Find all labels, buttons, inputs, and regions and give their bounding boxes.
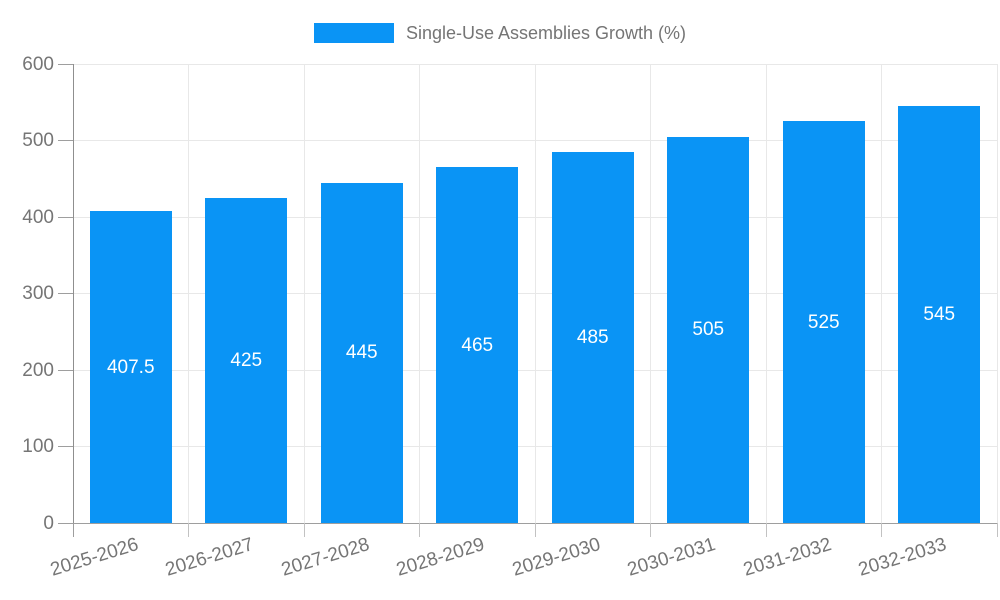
y-tick-label: 500 [22,130,54,151]
bar: 545 [898,106,981,523]
x-tick-label: 2031-2032 [740,534,834,581]
x-tick-label: 2026-2027 [163,534,257,581]
bar-value-label: 525 [807,311,840,333]
x-tick-mark [765,523,767,537]
y-tick-label: 600 [22,53,54,75]
gridline-vertical [996,64,998,523]
y-tick-mark [58,446,73,447]
x-tick-mark [650,523,651,537]
x-tick-mark [881,523,882,537]
bar-value-label: 505 [692,319,725,341]
plot-area: 407.5 425 445 465 485 505 525 545 [73,63,998,523]
bar: 505 [667,136,750,523]
bar: 465 [436,167,519,523]
y-tick-mark [58,140,73,141]
x-tick-label: 2027-2028 [278,534,372,581]
gridline-vertical [534,64,536,523]
x-tick-label: 2028-2029 [394,534,488,581]
legend-label: Single-Use Assemblies Growth (%) [405,22,687,43]
bar: 407.5 [89,211,172,523]
y-tick-label: 0 [43,512,54,534]
x-tick-label: 2030-2031 [625,534,719,581]
legend-swatch [313,23,394,43]
gridline-vertical [188,64,189,523]
bar-value-label: 545 [923,304,956,326]
bar: 445 [320,182,403,523]
y-tick-label: 300 [22,283,54,304]
x-tick-label: 2029-2030 [509,534,603,581]
bar: 425 [205,197,288,523]
bar-value-label: 465 [461,334,494,356]
y-tick-mark [58,216,73,218]
x-tick-mark [534,523,536,537]
x-tick-mark [188,523,189,537]
bar-value-label: 445 [345,342,378,364]
bar-value-label: 485 [576,326,609,348]
x-tick-mark [419,523,420,537]
x-tick-label: 2025-2026 [47,534,141,581]
bar-value-label: 407.5 [106,356,155,378]
y-tick-label: 400 [22,206,54,228]
gridline-vertical [303,64,305,523]
x-tick-mark [996,523,998,537]
legend: Single-Use Assemblies Growth (%) [0,18,1000,48]
gridline-vertical [881,64,882,523]
y-tick-label: 200 [22,359,54,381]
y-tick-mark [58,293,73,294]
bar-value-label: 425 [230,349,263,371]
x-tick-mark [303,523,305,537]
gridline-vertical [419,64,420,523]
bar: 525 [782,121,865,523]
bar: 485 [551,151,634,523]
y-tick-mark [58,63,73,65]
gridline-vertical [650,64,651,523]
x-tick-label: 2032-2033 [856,534,950,581]
x-tick-mark [72,523,74,537]
y-tick-mark [58,522,73,524]
y-axis-line [73,64,74,523]
y-tick-label: 100 [22,436,54,457]
gridline-vertical [765,64,767,523]
y-tick-mark [58,369,73,371]
